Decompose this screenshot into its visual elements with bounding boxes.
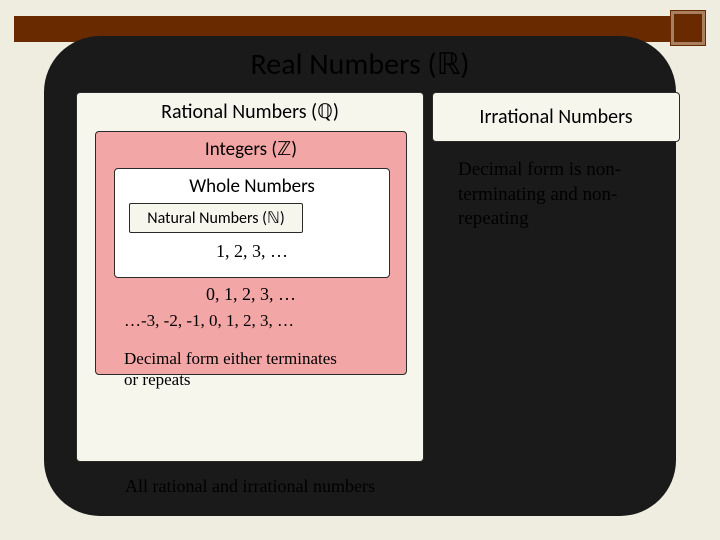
integers-box: Integers (ℤ) Whole Numbers Natural Numbe… — [95, 131, 407, 375]
whole-numbers-title: Whole Numbers — [115, 175, 389, 198]
rational-numbers-title: Rational Numbers (ℚ) — [77, 99, 423, 124]
integers-examples: …-3, -2, -1, 0, 1, 2, 3, … — [124, 310, 324, 331]
whole-numbers-box: Whole Numbers Natural Numbers (ℕ) 1, 2, … — [114, 168, 390, 278]
real-numbers-title: Real Numbers (ℝ) — [0, 46, 720, 83]
rational-numbers-box: Rational Numbers (ℚ) Integers (ℤ) Whole … — [76, 92, 424, 462]
rational-column: Rational Numbers (ℚ) Integers (ℤ) Whole … — [76, 92, 424, 500]
natural-numbers-box: Natural Numbers (ℕ) — [129, 203, 303, 233]
irrational-numbers-title: Irrational Numbers — [479, 105, 632, 129]
whole-numbers-examples: 0, 1, 2, 3, … — [96, 284, 406, 305]
corner-decor-dark — [674, 14, 702, 42]
irrational-numbers-box: Irrational Numbers — [432, 92, 680, 142]
natural-numbers-examples: 1, 2, 3, … — [115, 241, 389, 262]
slide-stage: Real Numbers (ℝ) Rational Numbers (ℚ) In… — [0, 0, 720, 540]
irrational-column: Irrational Numbers Decimal form is non-t… — [432, 92, 680, 500]
irrational-numbers-description: Decimal form is non-terminating and non-… — [450, 152, 670, 238]
integers-title: Integers (ℤ) — [96, 138, 406, 161]
natural-numbers-title: Natural Numbers (ℕ) — [147, 208, 284, 228]
real-numbers-description: All rational and irrational numbers — [76, 476, 424, 497]
rational-numbers-description: Decimal form either terminates or repeat… — [124, 348, 344, 391]
